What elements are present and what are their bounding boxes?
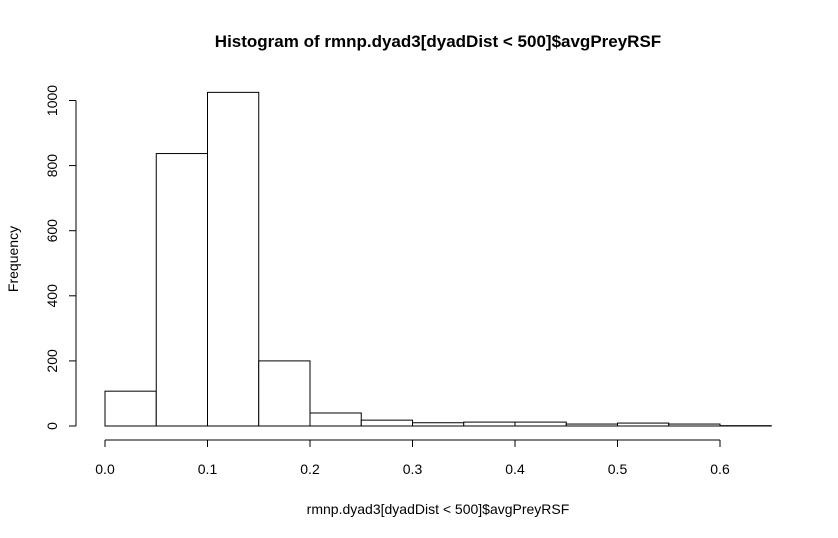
y-tick-label: 1000 [44, 85, 60, 116]
histogram-bar [668, 423, 721, 427]
y-tick-label: 0 [44, 422, 60, 430]
histogram-bar [258, 360, 311, 427]
x-tick-label: 0.6 [710, 461, 730, 477]
x-tick-label: 0.5 [608, 461, 628, 477]
y-axis: 0 200 400 600 800 1000 [44, 85, 77, 430]
histogram-bar [412, 422, 465, 427]
histogram-bar [617, 422, 670, 427]
y-tick-label: 600 [44, 219, 60, 243]
y-tick-label: 400 [44, 284, 60, 308]
histogram-bar [155, 153, 208, 427]
histogram-bar [104, 390, 157, 427]
y-tick-label: 200 [44, 349, 60, 373]
histogram-bar [463, 421, 516, 427]
x-axis-label: rmnp.dyad3[dyadDist < 500]$avgPreyRSF [307, 501, 570, 517]
x-axis: 0.0 0.1 0.2 0.3 0.4 0.5 0.6 [95, 439, 730, 477]
histogram-bar [309, 412, 362, 427]
y-axis-label: Frequency [5, 226, 21, 292]
x-tick-label: 0.0 [95, 461, 115, 477]
histogram-bar [565, 423, 618, 427]
histogram-bar [207, 91, 260, 427]
histogram-bar [514, 421, 567, 427]
x-tick-label: 0.4 [505, 461, 525, 477]
bars-group [104, 91, 772, 427]
histogram-bar [360, 419, 413, 427]
x-tick-label: 0.1 [198, 461, 218, 477]
y-tick-label: 800 [44, 154, 60, 178]
x-tick-label: 0.3 [403, 461, 423, 477]
chart-title: Histogram of rmnp.dyad3[dyadDist < 500]$… [215, 32, 661, 51]
x-tick-label: 0.2 [300, 461, 320, 477]
